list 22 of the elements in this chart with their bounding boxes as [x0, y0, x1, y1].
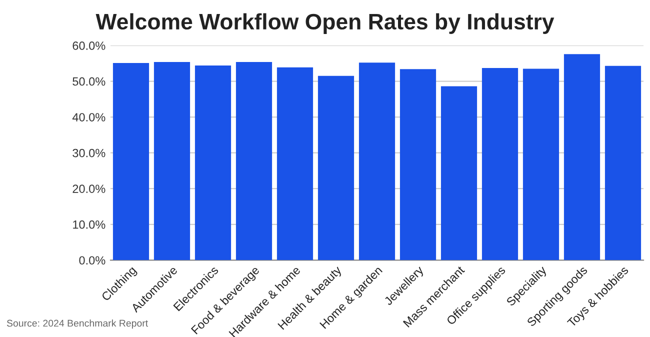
- bar: [522, 68, 560, 260]
- y-tick-label: 10.0%: [73, 220, 106, 229]
- y-tick-label: 50.0%: [72, 77, 106, 86]
- bar: [564, 54, 600, 260]
- y-tick-label: 60.0%: [72, 42, 106, 50]
- bar: [482, 68, 518, 260]
- bar: [236, 62, 272, 260]
- bar: [440, 86, 478, 260]
- bar: [604, 66, 642, 260]
- y-tick-label: 30.0%: [72, 148, 106, 158]
- bar: [154, 62, 190, 260]
- bar: [112, 63, 150, 260]
- y-tick-label: 40.0%: [72, 113, 106, 122]
- bar: [276, 67, 314, 260]
- chart-title: Welcome Workflow Open Rates by Industry: [96, 13, 554, 34]
- y-tick-label: 20.0%: [72, 184, 106, 193]
- bar: [358, 62, 396, 260]
- source-note: Source: 2024 Benchmark Report: [6, 320, 148, 329]
- bar: [318, 76, 354, 260]
- y-tick-label: 0.0%: [79, 256, 106, 265]
- bar: [400, 69, 436, 260]
- bar: [194, 66, 232, 260]
